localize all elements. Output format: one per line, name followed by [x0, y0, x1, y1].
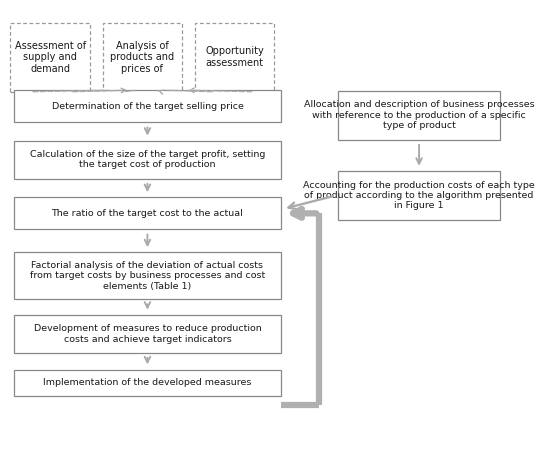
Text: Factorial analysis of the deviation of actual costs
from target costs by busines: Factorial analysis of the deviation of a… — [30, 261, 265, 291]
Text: The ratio of the target cost to the actual: The ratio of the target cost to the actu… — [51, 209, 243, 218]
Bar — [14, 141, 281, 179]
Bar — [195, 22, 274, 92]
Bar — [14, 315, 281, 353]
Text: Assessment of
supply and
demand: Assessment of supply and demand — [14, 40, 86, 74]
Text: Calculation of the size of the target profit, setting
the target cost of product: Calculation of the size of the target pr… — [30, 150, 265, 170]
Bar — [338, 91, 500, 140]
Bar — [338, 171, 500, 220]
Bar — [14, 252, 281, 299]
Text: Implementation of the developed measures: Implementation of the developed measures — [43, 379, 252, 387]
Bar — [14, 90, 281, 122]
Bar — [103, 22, 182, 92]
Text: Opportunity
assessment: Opportunity assessment — [205, 46, 264, 68]
Text: Accounting for the production costs of each type
of product according to the alg: Accounting for the production costs of e… — [303, 180, 535, 211]
Text: Development of measures to reduce production
costs and achieve target indicators: Development of measures to reduce produc… — [34, 324, 261, 343]
Text: Determination of the target selling price: Determination of the target selling pric… — [51, 102, 243, 111]
Text: Analysis of
products and
prices of: Analysis of products and prices of — [110, 40, 174, 74]
Bar — [14, 370, 281, 396]
Text: Allocation and description of business processes
with reference to the productio: Allocation and description of business p… — [304, 100, 534, 130]
Bar — [10, 22, 90, 92]
Bar — [14, 197, 281, 229]
